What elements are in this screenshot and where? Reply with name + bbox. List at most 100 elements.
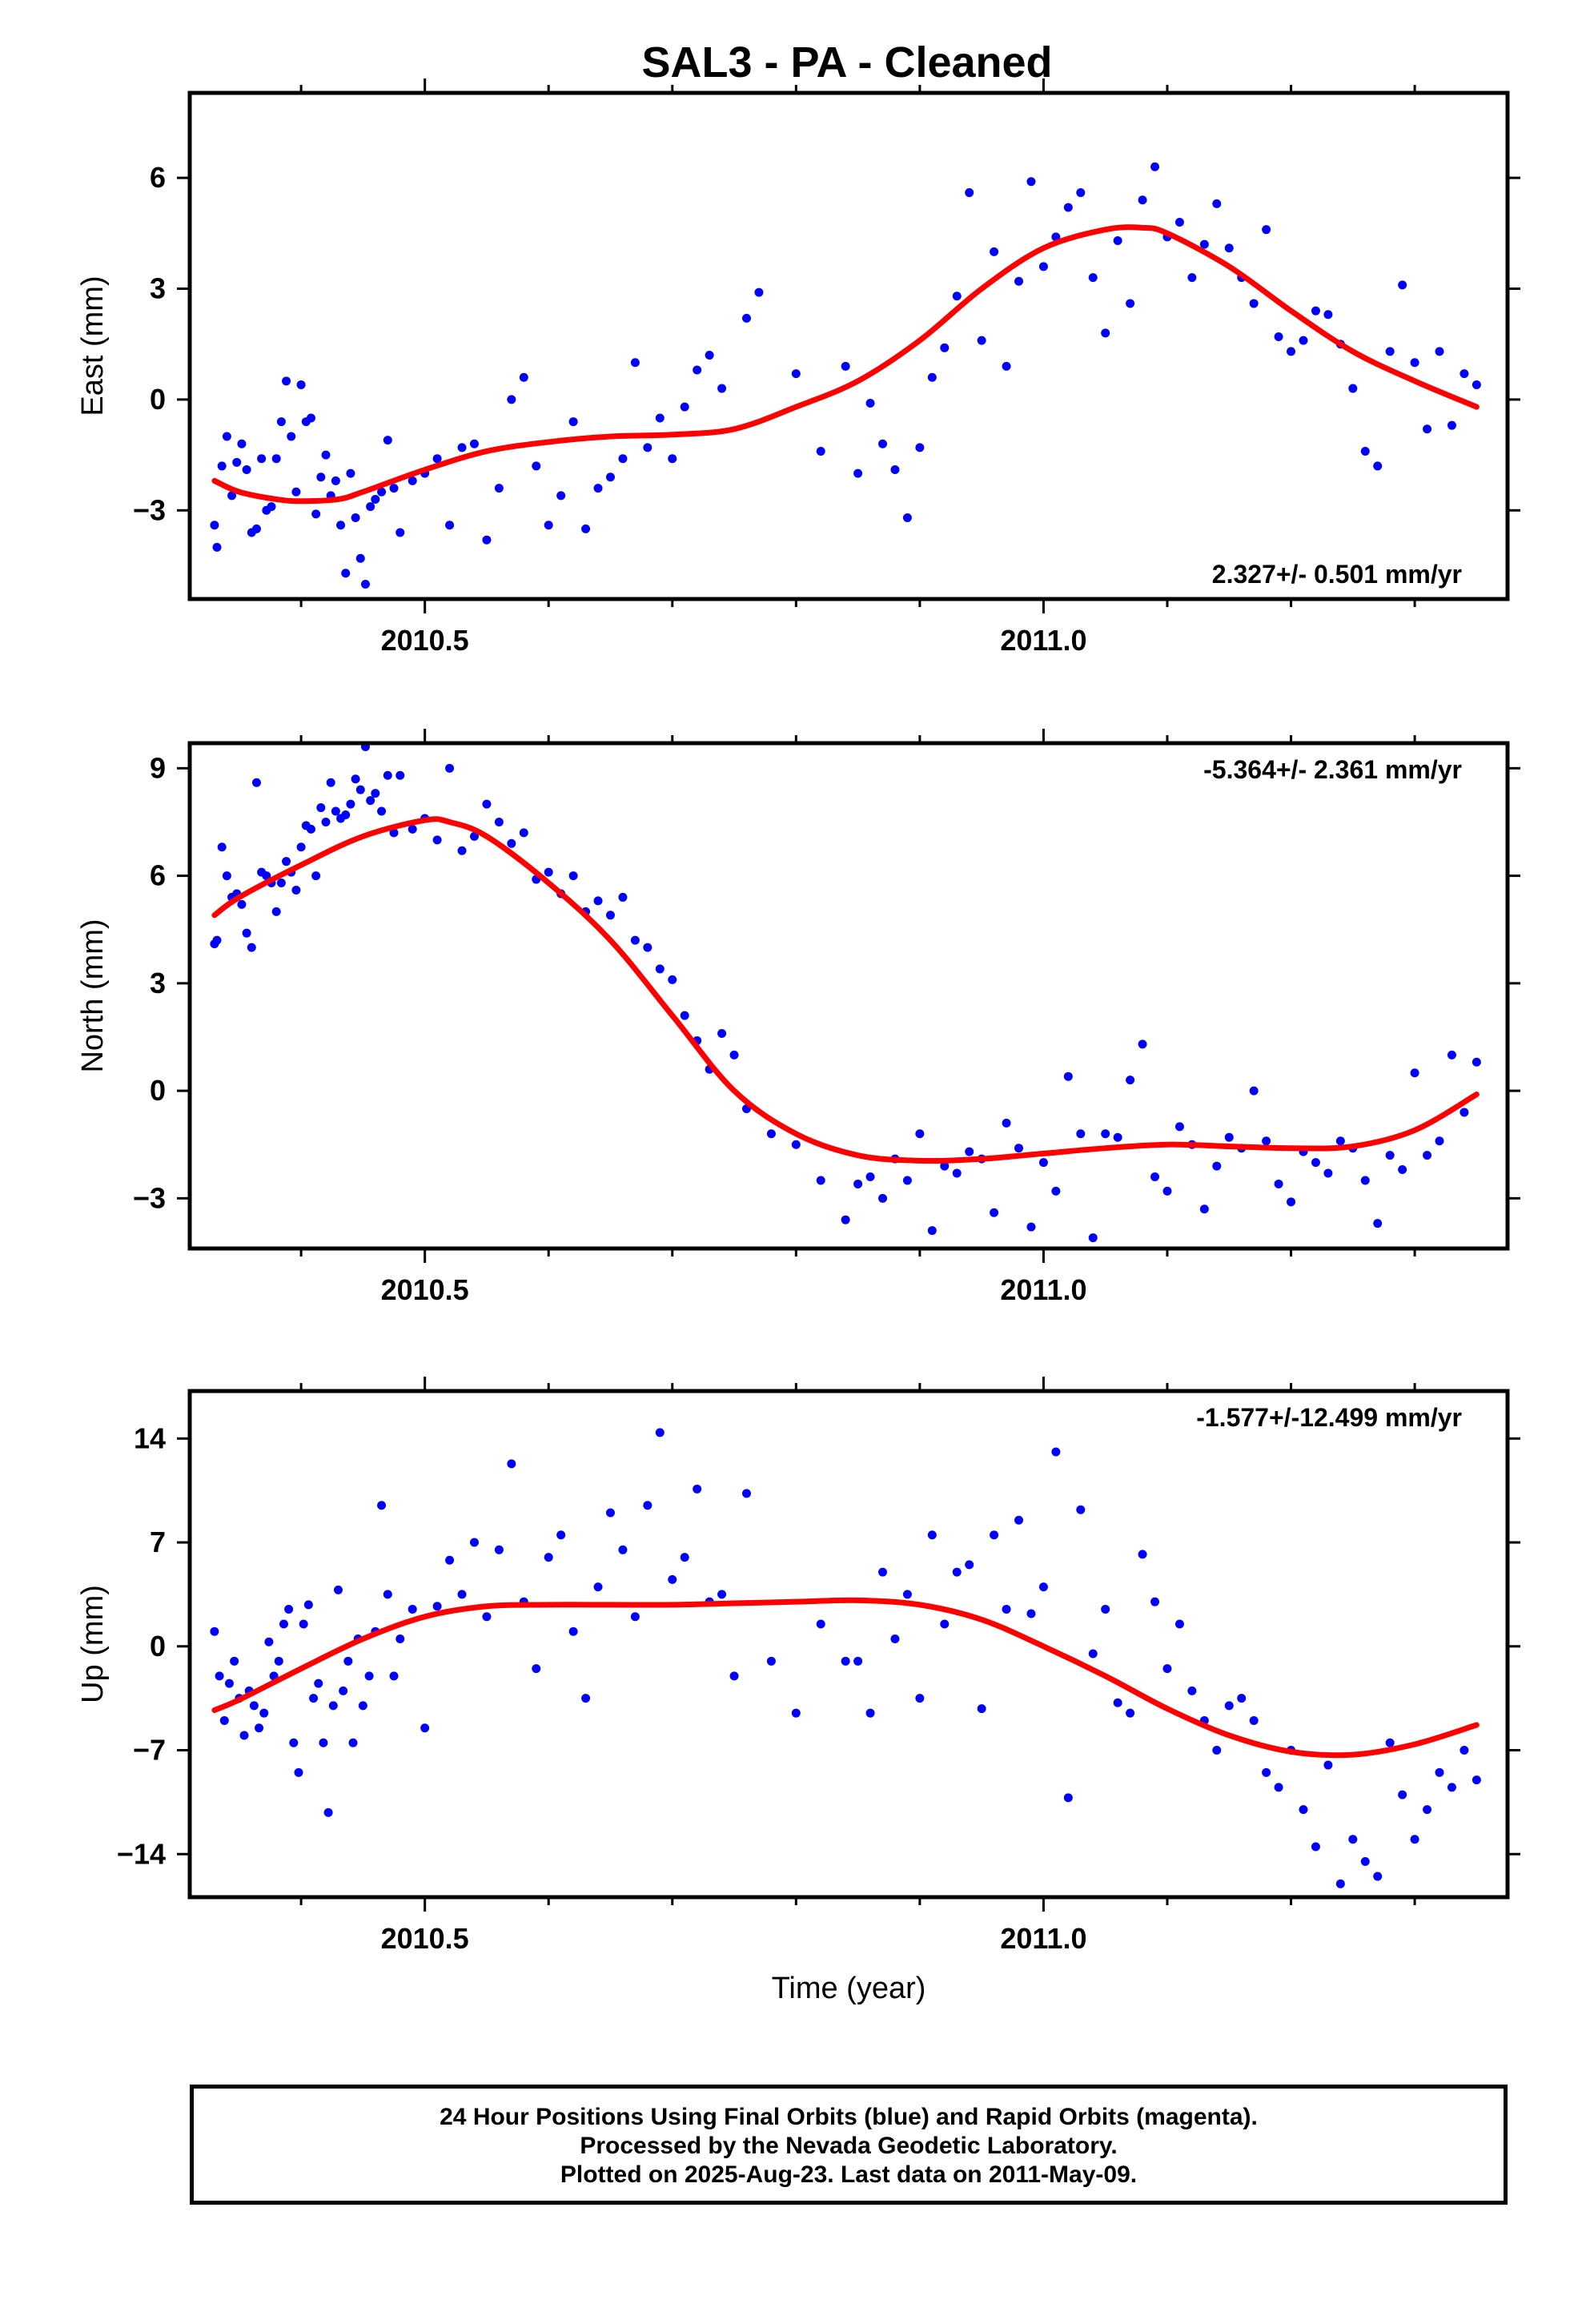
data-point [1287,347,1296,356]
data-point [1373,1872,1383,1881]
data-point [1373,461,1383,471]
data-point [853,1656,863,1666]
data-point [1447,420,1456,430]
data-point [902,513,912,523]
footer-line-orbits: 24 Hour Positions Using Final Orbits (bl… [440,2104,1258,2130]
x-axis-label: Time (year) [772,1972,926,2005]
panel-frame [187,1389,1510,1900]
y-axis-label: Up (mm) [76,1585,110,1703]
data-point [1447,1783,1456,1792]
data-point [878,439,888,448]
data-point [915,443,925,452]
data-point [1076,1129,1086,1139]
data-point [316,803,326,813]
data-point [915,1129,925,1139]
data-point [519,372,528,382]
data-point [1311,1842,1320,1852]
data-point [219,1715,229,1725]
data-point [643,443,652,452]
y-tick-label: 0 [150,383,166,416]
y-tick-label: −3 [133,493,166,526]
data-point [355,785,365,794]
data-point [1113,1132,1122,1142]
data-point [264,1637,274,1647]
data-point [1187,1686,1197,1695]
data-point [977,1704,986,1714]
data-point [1447,1050,1456,1059]
data-point [1311,306,1320,316]
x-tick-label: 2010.5 [381,624,469,657]
data-point [1199,239,1209,249]
rate-label: -5.364+/- 2.361 mm/yr [1203,755,1462,784]
chart-title: SAL3 - PA - Cleaned [641,38,1052,86]
data-point [977,336,986,345]
data-point [212,935,222,945]
data-point [314,1679,323,1688]
data-point [291,885,301,895]
data-point [296,380,306,389]
data-point [1162,1664,1172,1674]
data-point [389,484,399,493]
data-point [396,528,405,537]
data-point [222,871,231,881]
data-point [1126,1708,1135,1718]
data-point [1113,236,1122,246]
data-point [556,491,566,501]
data-point [1460,1746,1469,1755]
data-point [311,509,321,519]
data-point [1472,1775,1481,1785]
data-point [1385,1738,1395,1747]
data-point [271,907,281,916]
data-point [1460,369,1469,379]
data-point [358,1701,367,1711]
data-point [1274,332,1283,341]
data-point [366,502,375,512]
data-point [239,1731,249,1740]
data-point [1224,1701,1234,1711]
data-point [1398,1165,1407,1175]
data-point [507,395,516,404]
data-point [568,417,578,427]
data-point [1138,1550,1147,1559]
data-point [1385,1151,1395,1160]
data-point [371,494,380,504]
data-point [1398,1790,1407,1799]
data-point [247,943,256,952]
data-point [655,1428,665,1437]
data-point [940,343,950,352]
data-point [257,454,267,464]
data-point [457,846,467,855]
data-point [927,1530,937,1540]
y-tick-label: 0 [150,1074,166,1107]
data-point [878,1567,888,1577]
data-point [212,542,222,552]
data-point [940,1161,950,1171]
data-point [482,535,492,545]
data-point [655,964,665,974]
fit-curve [211,224,1480,505]
data-point [343,1656,353,1666]
data-point [331,476,340,485]
data-point [1038,262,1048,271]
fit-curve [211,816,1480,1164]
panel-frame [187,741,1510,1251]
data-point [1150,1172,1160,1181]
data-point [267,502,276,512]
data-point [717,1028,727,1038]
data-point [284,1604,294,1614]
data-point [952,1567,962,1577]
data-point [1398,280,1407,290]
data-point [507,1459,516,1469]
data-point [271,454,281,464]
data-point [1360,1176,1370,1185]
data-point [717,1590,727,1599]
data-point [336,521,346,530]
data-point [1410,1068,1419,1078]
data-point [1126,1076,1135,1085]
data-point [1249,1715,1259,1725]
data-point [1014,276,1024,286]
data-point [1360,1857,1370,1867]
data-point [432,1602,442,1611]
data-point [1311,1158,1320,1168]
